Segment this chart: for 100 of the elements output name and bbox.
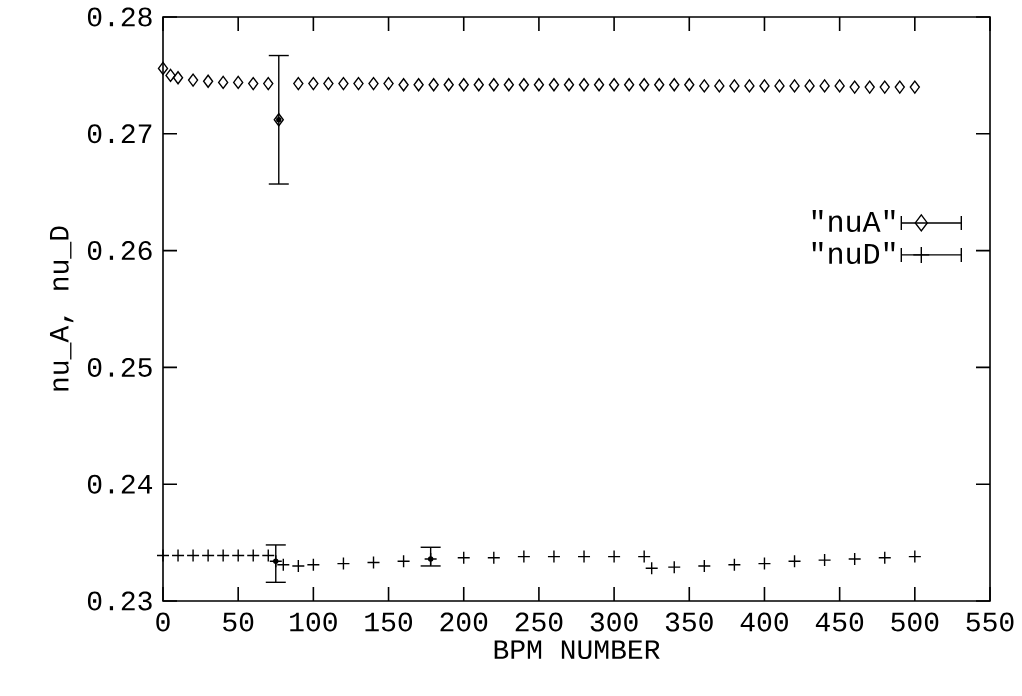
point [248, 76, 259, 91]
point [293, 76, 304, 91]
point [457, 551, 471, 565]
point [273, 113, 284, 127]
y-tick-label: 0.23 [87, 591, 152, 611]
point [789, 79, 800, 93]
point [577, 549, 591, 564]
point [232, 75, 244, 90]
point [819, 79, 830, 93]
legend-label: "nuA" [812, 209, 895, 233]
point [473, 78, 484, 92]
point [187, 73, 199, 87]
point [744, 79, 755, 93]
point [644, 561, 659, 575]
y-tick-label: 0.25 [87, 357, 152, 377]
point [563, 78, 575, 92]
point [186, 548, 200, 563]
y-tick-label: 0.24 [87, 474, 153, 494]
point [667, 560, 681, 574]
point [323, 76, 334, 91]
point [396, 554, 411, 568]
point [338, 76, 349, 91]
point [231, 548, 245, 563]
legend-label: "nuD" [812, 241, 895, 264]
point [368, 76, 379, 91]
point [517, 549, 531, 564]
x-tick-label: 0 [156, 612, 170, 632]
point [757, 556, 772, 571]
point [533, 78, 545, 92]
point [774, 79, 785, 93]
point [849, 80, 860, 94]
point [623, 78, 635, 92]
x-tick-label: 50 [223, 612, 254, 632]
point [216, 548, 230, 563]
x-tick-label: 400 [740, 612, 788, 632]
x-tick-label: 350 [665, 612, 713, 632]
point [458, 78, 469, 92]
point [669, 78, 680, 92]
point [654, 78, 665, 92]
point [637, 549, 651, 564]
y-axis-title: nu_A, nu_D [49, 226, 74, 391]
point [171, 548, 185, 563]
point [202, 74, 214, 88]
point [398, 78, 409, 92]
point [909, 80, 921, 94]
point [834, 79, 845, 93]
point [518, 78, 530, 92]
point [383, 76, 394, 91]
point [165, 68, 176, 83]
point [607, 549, 621, 564]
point [547, 549, 561, 564]
x-tick-label: 300 [590, 612, 638, 632]
point [817, 553, 832, 567]
point [787, 554, 802, 568]
x-axis-title: BPM NUMBER [494, 640, 660, 660]
point [729, 79, 740, 93]
point [878, 551, 892, 565]
point [217, 75, 229, 90]
point [908, 549, 922, 564]
x-tick-label: 100 [290, 612, 337, 632]
point [727, 558, 742, 572]
point [608, 78, 620, 92]
point [487, 551, 501, 565]
point [714, 79, 725, 93]
point [578, 78, 590, 92]
point [697, 559, 712, 573]
point [864, 80, 875, 94]
point [353, 76, 364, 91]
point [804, 79, 815, 93]
y-tick-label: 0.26 [87, 241, 152, 261]
point [847, 552, 862, 566]
point [638, 78, 650, 92]
x-tick-label: 250 [515, 612, 563, 632]
point [894, 80, 905, 94]
point [156, 548, 170, 563]
y-tick-label: 0.27 [87, 124, 152, 144]
point [684, 78, 695, 92]
point [308, 76, 319, 91]
point [488, 78, 499, 92]
point [366, 555, 381, 570]
x-tick-label: 500 [891, 612, 939, 632]
point [423, 552, 438, 566]
x-tick-label: 450 [815, 612, 864, 632]
point [157, 61, 169, 76]
point [548, 78, 560, 92]
point [172, 71, 184, 85]
y-tick-label: 0.28 [87, 7, 152, 27]
point [306, 558, 321, 572]
point [759, 79, 770, 93]
point [428, 78, 439, 92]
point [593, 78, 605, 92]
point [263, 76, 274, 91]
point [336, 556, 351, 571]
point [879, 80, 890, 94]
x-tick-label: 150 [365, 612, 413, 632]
point [201, 548, 215, 563]
point [699, 79, 710, 93]
point [246, 548, 260, 563]
point [291, 559, 306, 573]
point [443, 78, 454, 92]
